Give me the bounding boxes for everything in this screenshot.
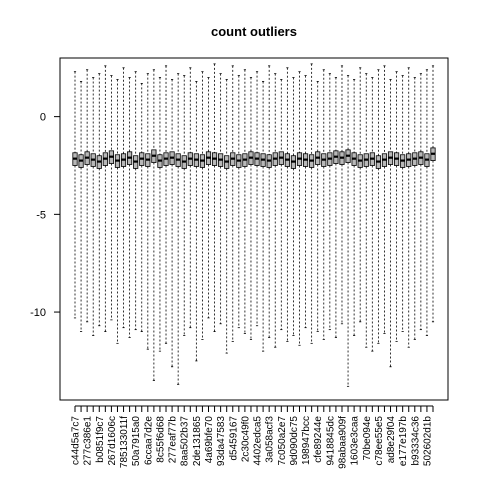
x-tick-label-30: 4402edca5 (253, 416, 264, 466)
box-12 (145, 73, 151, 350)
box-17 (175, 73, 181, 385)
x-tick-label-56: b93334c36 (410, 416, 421, 466)
x-tick-label-22: 4a69bfe70 (204, 416, 215, 464)
box-32 (266, 65, 272, 338)
x-tick-label-24: 93da47583 (216, 416, 227, 466)
x-tick-label-50: c78ee55e5 (374, 416, 385, 466)
box-52 (387, 79, 394, 368)
x-tick-label-48: 70be094e (362, 416, 373, 461)
box-6 (108, 75, 114, 321)
x-tick-label-0: c44d5a7c7 (71, 416, 82, 465)
box-0 (72, 71, 78, 319)
x-tick-label-26: d5459167 (228, 416, 239, 461)
x-tick-label-20: 2de131865 (192, 416, 203, 466)
x-tick-label-14: 8c55f6d68 (155, 416, 166, 463)
box-16 (169, 79, 175, 368)
boxes-group (72, 63, 436, 387)
x-tick-label-46: 1603e3caa (350, 416, 361, 466)
x-tick-label-58: 502602d1b (422, 416, 433, 466)
box-11 (139, 83, 145, 333)
x-axis: c44d5a7c7 277c386e1 b0851f9c7 267d1606c 7851… (71, 405, 434, 469)
box-13 (151, 69, 157, 381)
box-4 (96, 73, 102, 327)
box-8 (120, 67, 127, 329)
x-tick-label-36: 9d090dc75 (289, 416, 300, 466)
x-tick-label-6: 267d1606c (107, 416, 118, 466)
box-41 (321, 69, 327, 340)
box-55 (406, 67, 412, 348)
x-tick-label-44: 98abaa909f (337, 416, 348, 469)
box-36 (290, 77, 297, 336)
y-tick-label-1: -5 (36, 209, 46, 221)
box-5 (102, 65, 108, 333)
x-tick-label-32: 3a058acf3 (265, 416, 276, 463)
x-tick-label-2: 277c386e1 (83, 416, 94, 466)
box-59 (430, 65, 436, 323)
box-27 (236, 75, 242, 329)
box-15 (163, 65, 169, 344)
box-28 (242, 69, 248, 334)
box-37 (296, 71, 303, 346)
x-tick-label-34: 7c050a2e7 (277, 416, 288, 466)
box-7 (114, 79, 121, 344)
x-tick-label-40: cfe89244e (313, 416, 324, 463)
box-51 (381, 65, 388, 334)
x-tick-label-18: 8aa502b37 (180, 416, 191, 466)
box-50 (375, 69, 381, 344)
box-47 (357, 67, 363, 323)
box-43 (333, 77, 339, 338)
box-19 (187, 67, 193, 329)
box-9 (127, 77, 133, 338)
x-tick-label-42: 9418845dc (325, 416, 336, 466)
box-22 (205, 77, 212, 319)
box-10 (133, 71, 139, 331)
x-tick-label-10: 50a7915a0 (131, 416, 142, 466)
box-21 (199, 71, 206, 340)
box-23 (211, 63, 218, 333)
x-tick-label-54: e177e197b (398, 416, 409, 466)
box-44 (339, 65, 345, 325)
box-46 (351, 79, 357, 336)
box-18 (181, 75, 187, 336)
box-39 (309, 63, 315, 344)
y-tick-label-2: -10 (30, 307, 46, 319)
box-57 (418, 73, 424, 331)
box-56 (412, 77, 418, 340)
x-tick-label-4: b0851f9c7 (95, 416, 106, 463)
x-tick-label-28: 2c30c49f0 (240, 416, 251, 463)
y-axis: 0 -5 -10 (30, 112, 61, 319)
x-tick-label-12: 6ccaa7d2e (143, 416, 154, 465)
box-45 (345, 75, 351, 387)
box-34 (278, 79, 284, 331)
box-35 (284, 67, 290, 342)
box-54 (400, 75, 406, 333)
box-53 (394, 71, 400, 342)
box-31 (260, 81, 266, 352)
box-1 (78, 81, 84, 333)
box-20 (193, 81, 199, 362)
box-58 (424, 69, 430, 336)
box-49 (369, 77, 375, 352)
box-33 (272, 73, 278, 348)
box-48 (363, 73, 369, 348)
box-38 (302, 75, 309, 329)
chart-title: count outliers (211, 24, 297, 39)
box-2 (84, 69, 90, 323)
box-40 (315, 81, 321, 333)
box-14 (157, 77, 163, 352)
box-24 (218, 73, 224, 325)
box-3 (90, 77, 96, 336)
box-30 (254, 71, 260, 327)
x-tick-label-16: 277eaf77b (168, 416, 179, 464)
x-tick-label-38: 198947bcc (301, 416, 312, 465)
box-25 (224, 79, 230, 354)
box-26 (230, 65, 236, 342)
x-tick-label-8: 785133011f (119, 416, 130, 468)
box-42 (327, 73, 333, 331)
x-tick-label-52: ad8e29f04 (386, 416, 397, 464)
y-tick-label-0: 0 (40, 112, 46, 124)
box-29 (248, 77, 254, 340)
